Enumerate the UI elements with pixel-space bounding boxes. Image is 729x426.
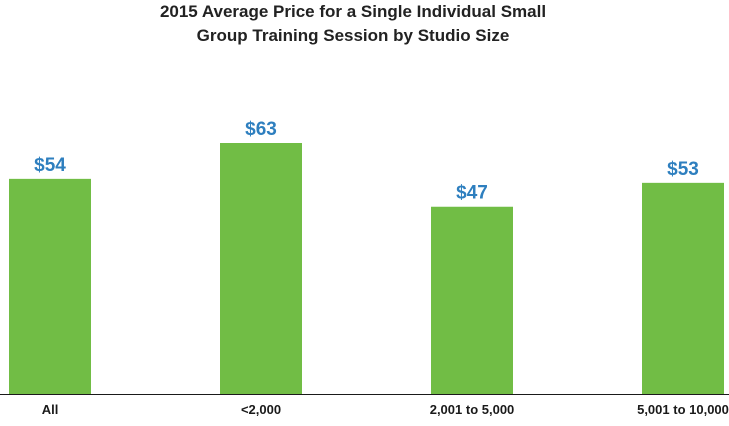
bar-2-000 bbox=[220, 143, 302, 394]
x-tick-label-2-001-to-5-000: 2,001 to 5,000 bbox=[430, 402, 515, 417]
bar-all bbox=[9, 178, 91, 394]
chart-title-line-2: Group Training Session by Studio Size bbox=[197, 26, 510, 45]
x-tick-label-2-000: <2,000 bbox=[241, 402, 281, 417]
bar-2-001-to-5-000 bbox=[431, 206, 513, 394]
x-tick-label-5-001-to-10-000: 5,001 to 10,000 bbox=[637, 402, 729, 417]
bar-5-001-to-10-000 bbox=[642, 182, 724, 394]
x-tick-labels-group: All <2,000 2,001 to 5,000 5,001 to 10,000 bbox=[42, 402, 729, 417]
value-label-2-000: $63 bbox=[245, 119, 277, 140]
bars-group bbox=[9, 143, 724, 394]
value-label-all: $54 bbox=[34, 155, 66, 176]
value-label-5-001-to-10-000: $53 bbox=[667, 159, 699, 180]
value-labels-group: $54 $63 $47 $53 bbox=[34, 119, 699, 204]
value-label-2-001-to-5-000: $47 bbox=[456, 183, 488, 204]
chart-title-line-1: 2015 Average Price for a Single Individu… bbox=[160, 2, 546, 21]
x-tick-label-all: All bbox=[42, 402, 59, 417]
